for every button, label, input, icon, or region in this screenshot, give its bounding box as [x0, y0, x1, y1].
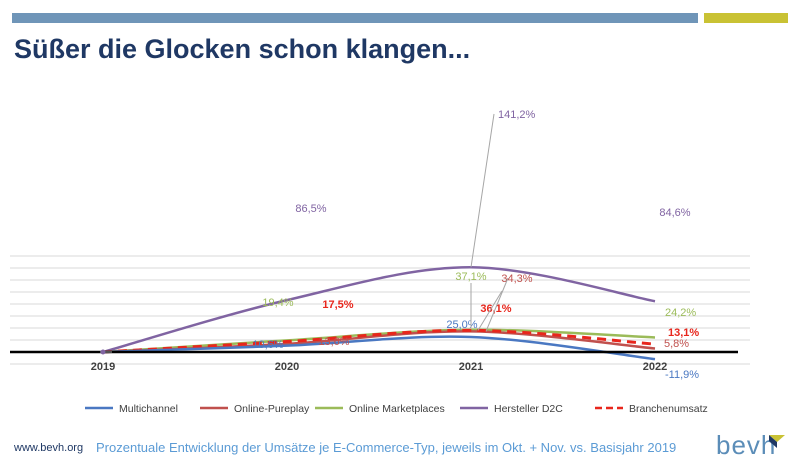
series-line-hersteller-d2c — [102, 266, 656, 354]
data-label: 13,1% — [668, 327, 699, 339]
data-label: 86,5% — [295, 203, 326, 215]
data-label: 24,2% — [665, 307, 696, 319]
x-tick-label: 2022 — [643, 361, 667, 373]
data-label: 34,3% — [501, 273, 532, 285]
x-tick-label: 2019 — [91, 361, 115, 373]
leader-line — [470, 113, 495, 268]
data-label: 19,4% — [262, 297, 293, 309]
data-label: 10,6% — [252, 339, 283, 351]
x-tick-label: 2020 — [275, 361, 299, 373]
data-label: -11,9% — [665, 369, 699, 381]
data-label: 84,6% — [659, 207, 690, 219]
legend-label: Hersteller D2C — [494, 403, 563, 415]
series-line-branchenumsatz — [102, 328, 656, 354]
data-label: 25,0% — [446, 319, 477, 331]
data-label: 5,8% — [664, 338, 689, 350]
data-label: 36,1% — [480, 303, 511, 315]
data-label: 13,6% — [318, 336, 349, 348]
series-line-multichannel — [102, 335, 656, 361]
line-chart: 2019 2020 2021 2022 86,5% 141,2% 84,6% 19,4% 17,… — [10, 109, 750, 415]
leader-line — [477, 290, 503, 331]
chart-caption: Prozentuale Entwicklung der Umsätze je E… — [96, 440, 677, 455]
legend-label: Online-Pureplay — [234, 403, 310, 415]
bevh-logo: bevh — [716, 430, 777, 460]
data-label: 17,5% — [322, 299, 353, 311]
legend-label: Multichannel — [119, 403, 178, 415]
x-tick-label: 2021 — [459, 361, 483, 373]
bevh-logo-icon — [769, 435, 785, 448]
origin-marker — [100, 349, 106, 355]
footer-url[interactable]: www.bevh.org — [14, 442, 84, 454]
data-label: 37,1% — [455, 271, 486, 283]
legend-label: Online Marketplaces — [349, 403, 445, 415]
slide-title: Süßer die Glocken schon klangen... — [14, 34, 471, 64]
header-accent-bar — [704, 13, 788, 23]
leader-line — [485, 277, 509, 332]
header-brand-bar — [12, 13, 698, 23]
data-label: 141,2% — [498, 109, 536, 121]
legend-label: Branchenumsatz — [629, 403, 708, 415]
